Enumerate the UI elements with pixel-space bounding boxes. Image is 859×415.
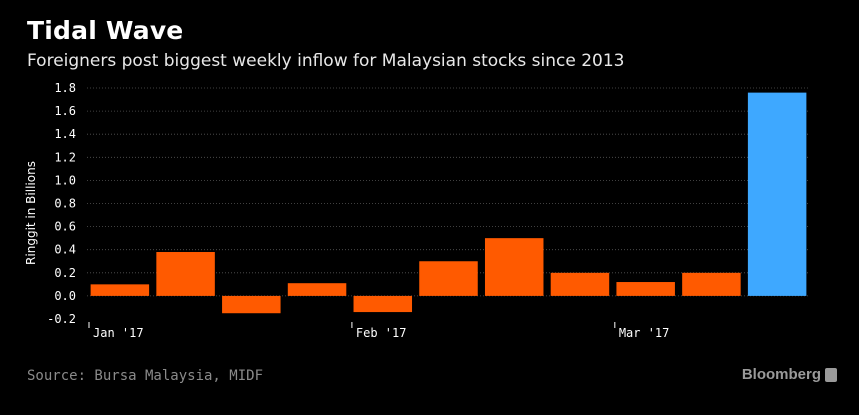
- y-tick-label: 0.6: [54, 220, 76, 234]
- y-tick-label: 0.0: [54, 289, 76, 303]
- y-tick-label: 0.8: [54, 197, 76, 211]
- x-axis-ticks: Jan '17 Feb '17 Mar '17: [88, 322, 670, 340]
- y-tick-label: 0.2: [54, 266, 76, 280]
- bar: [550, 272, 610, 296]
- bar: [156, 252, 215, 296]
- x-tick-label: Mar '17: [619, 326, 670, 340]
- y-axis-label: Ringgit in Billions: [24, 161, 38, 265]
- bar: [747, 92, 807, 296]
- source-note: Source: Bursa Malaysia, MIDF: [27, 368, 264, 384]
- bar: [90, 284, 150, 296]
- bar: [682, 272, 741, 296]
- bloomberg-logo-icon: [825, 368, 837, 382]
- y-tick-label: 1.4: [54, 127, 76, 141]
- chart-title: Tidal Wave: [27, 16, 184, 45]
- bar: [287, 283, 347, 296]
- bar: [419, 261, 478, 296]
- y-axis-ticks: -0.2 0.0 0.2 0.4 0.6 0.8 1.0 1.2 1.4 1.6 1.8: [47, 81, 76, 326]
- bars: [90, 92, 807, 314]
- bar: [222, 295, 281, 314]
- bar: [616, 282, 675, 296]
- chart-subtitle: Foreigners post biggest weekly inflow fo…: [27, 51, 625, 71]
- x-tick-label: Jan '17: [93, 326, 144, 340]
- y-tick-label: 0.4: [54, 243, 76, 257]
- y-tick-label: 1.8: [54, 81, 76, 95]
- y-tick-label: -0.2: [47, 312, 76, 326]
- bar: [353, 295, 413, 313]
- x-tick-label: Feb '17: [356, 326, 407, 340]
- y-tick-label: 1.2: [54, 150, 76, 164]
- bar: [484, 238, 544, 296]
- y-tick-label: 1.0: [54, 173, 76, 187]
- bloomberg-logo: Bloomberg: [741, 366, 821, 383]
- y-tick-label: 1.6: [54, 104, 76, 118]
